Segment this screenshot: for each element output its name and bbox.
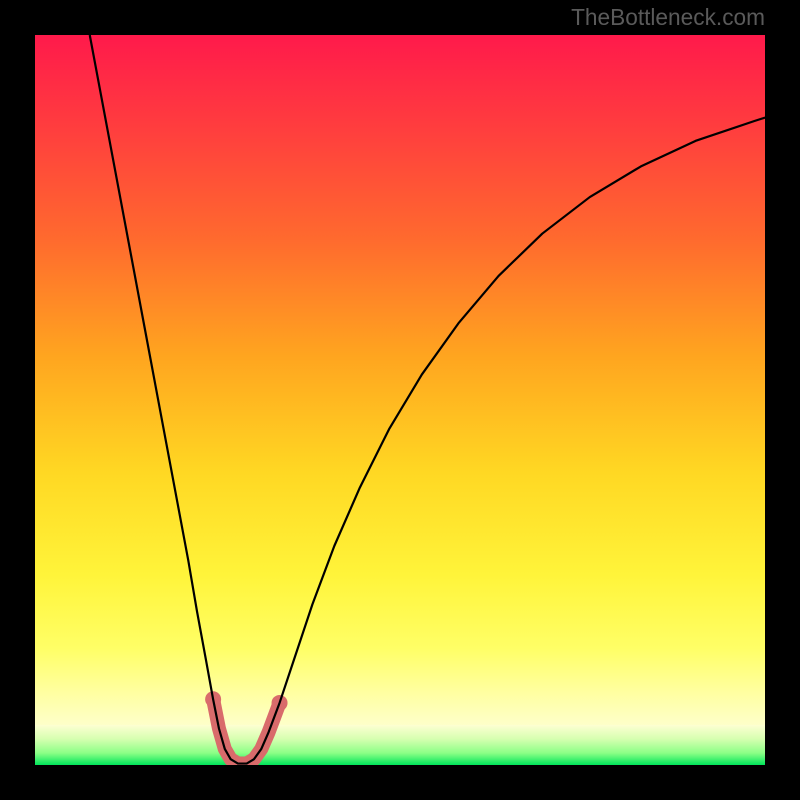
chart-svg [35,35,765,765]
bottleneck-curve [90,35,765,764]
plot-area [35,35,765,765]
watermark-text: TheBottleneck.com [571,4,765,31]
chart-stage: TheBottleneck.com [0,0,800,800]
